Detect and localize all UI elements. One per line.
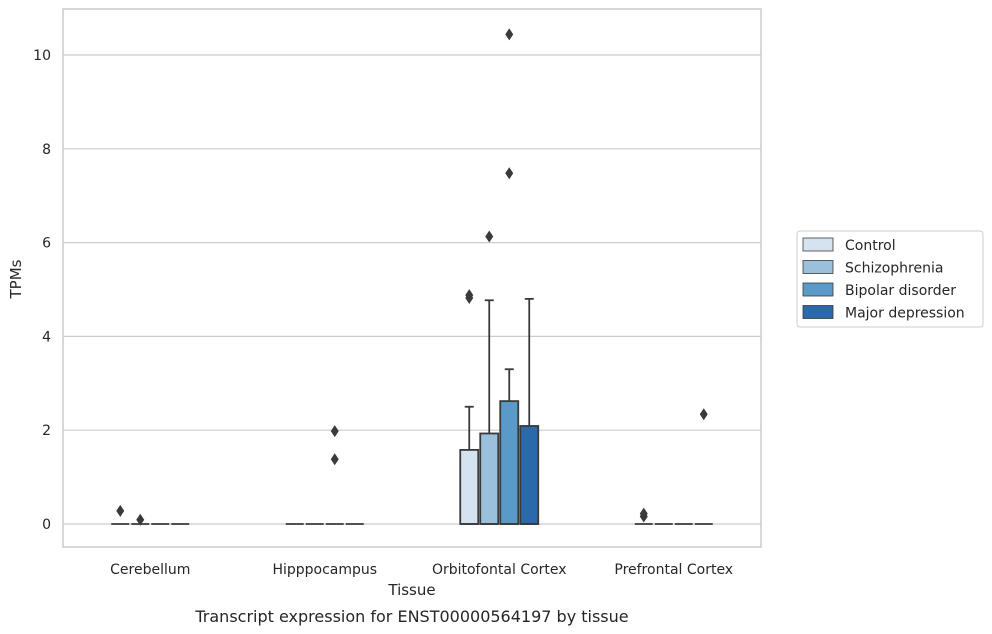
outlier-point bbox=[116, 504, 125, 517]
y-axis-ticks: 0 2 4 6 8 10 bbox=[33, 48, 51, 533]
plot-frame bbox=[62, 8, 762, 548]
box-group bbox=[131, 513, 150, 526]
box-group bbox=[634, 507, 653, 525]
outlier-point bbox=[136, 513, 145, 526]
x-axis-ticks: Cerebellum Hipppocampus Orbitofontal Corte… bbox=[110, 562, 733, 578]
box-group bbox=[519, 297, 540, 525]
grid-lines bbox=[63, 54, 761, 525]
x-tick-label: Prefrontal Cortex bbox=[614, 562, 733, 578]
box-group bbox=[499, 28, 520, 525]
box bbox=[459, 448, 480, 525]
box-plot-area bbox=[111, 28, 713, 526]
box-group bbox=[459, 289, 480, 525]
legend-label: Bipolar disorder bbox=[845, 283, 956, 299]
y-tick-label: 8 bbox=[42, 142, 51, 158]
legend: Control Schizophrenia Bipolar disorder Majo… bbox=[796, 230, 984, 328]
box-group bbox=[479, 230, 500, 525]
y-tick-label: 0 bbox=[42, 517, 51, 533]
legend-label: Major depression bbox=[845, 306, 965, 322]
outlier-point bbox=[699, 408, 708, 421]
legend-label: Control bbox=[845, 238, 896, 254]
outlier-point bbox=[639, 507, 648, 520]
outlier-point bbox=[505, 167, 514, 180]
box-group bbox=[325, 425, 344, 525]
legend-swatch bbox=[802, 282, 834, 297]
outlier-point bbox=[330, 425, 339, 438]
box-group bbox=[694, 408, 713, 525]
y-tick-label: 4 bbox=[42, 329, 51, 345]
legend-swatch bbox=[802, 260, 834, 274]
box bbox=[519, 425, 540, 525]
box bbox=[479, 432, 500, 525]
legend-swatch bbox=[802, 237, 834, 252]
box-group bbox=[111, 504, 130, 525]
y-axis-label: TPMs bbox=[7, 259, 25, 299]
outlier-point bbox=[465, 289, 474, 302]
y-tick-label: 2 bbox=[42, 423, 51, 439]
outlier-point bbox=[505, 28, 514, 41]
x-tick-label: Hipppocampus bbox=[272, 562, 377, 578]
x-axis-label: Tissue bbox=[387, 581, 435, 599]
x-tick-label: Orbitofontal Cortex bbox=[432, 562, 567, 578]
x-tick-label: Cerebellum bbox=[110, 562, 190, 578]
y-tick-label: 6 bbox=[42, 236, 51, 252]
legend-swatch bbox=[802, 305, 834, 319]
y-tick-label: 10 bbox=[33, 48, 51, 64]
legend-label: Schizophrenia bbox=[845, 261, 943, 277]
legend-frame bbox=[796, 230, 984, 328]
chart-caption: Transcript expression for ENST0000056419… bbox=[194, 607, 628, 626]
outlier-point bbox=[485, 230, 494, 243]
box bbox=[499, 400, 520, 525]
outlier-point bbox=[330, 453, 339, 466]
